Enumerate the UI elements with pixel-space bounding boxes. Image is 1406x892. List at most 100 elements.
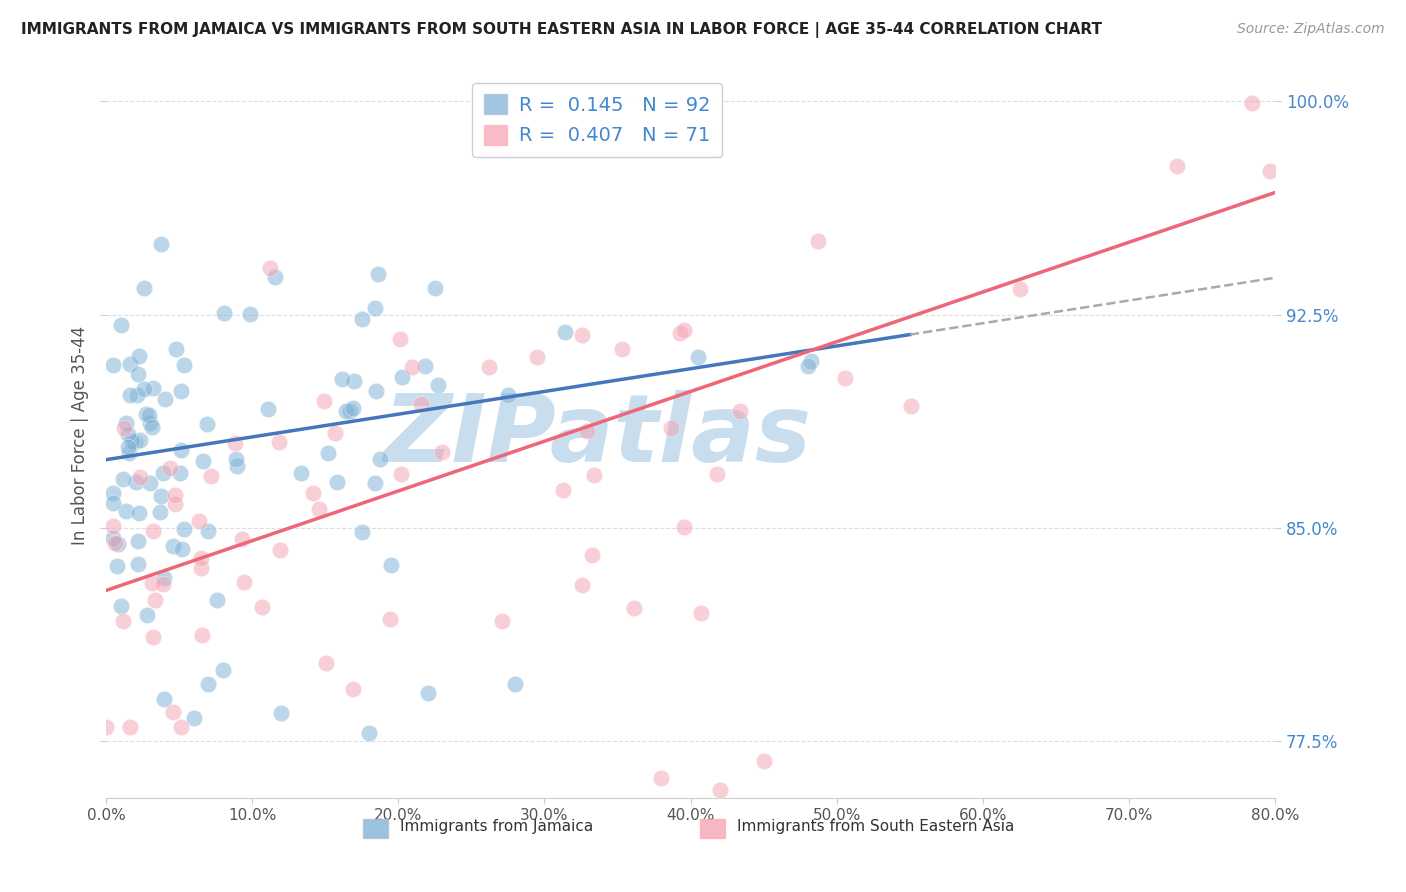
Point — [391, 370, 413, 384]
Point — [252, 599, 274, 614]
Point — [159, 461, 181, 475]
Point — [152, 466, 174, 480]
Point — [225, 458, 247, 473]
Point — [127, 388, 149, 402]
Point — [571, 328, 593, 343]
Point — [117, 427, 139, 442]
Point — [709, 782, 731, 797]
Point — [135, 407, 157, 421]
Point — [150, 489, 173, 503]
Point — [316, 446, 339, 460]
Point — [183, 711, 205, 725]
Point — [162, 705, 184, 719]
Point — [363, 476, 385, 491]
Point — [104, 535, 127, 549]
Point — [165, 342, 187, 356]
Point — [190, 560, 212, 574]
Point — [659, 421, 682, 435]
Point — [103, 358, 125, 372]
Point — [259, 261, 281, 276]
Point — [290, 466, 312, 480]
Point — [330, 372, 353, 386]
Point — [610, 342, 633, 356]
Point — [141, 420, 163, 434]
Point — [103, 485, 125, 500]
Point — [686, 350, 709, 364]
Text: Immigrants from Jamaica: Immigrants from Jamaica — [399, 819, 593, 834]
Point — [263, 270, 285, 285]
Point — [128, 349, 150, 363]
Point — [315, 656, 337, 670]
Point — [834, 371, 856, 385]
Point — [169, 466, 191, 480]
Point — [197, 677, 219, 691]
Point — [416, 686, 439, 700]
Point — [706, 467, 728, 481]
Point — [690, 606, 713, 620]
Point — [170, 442, 193, 457]
Point — [430, 444, 453, 458]
Point — [114, 504, 136, 518]
Point — [491, 615, 513, 629]
Point — [162, 539, 184, 553]
Point — [139, 416, 162, 430]
Point — [103, 519, 125, 533]
Point — [150, 237, 173, 252]
Point — [152, 576, 174, 591]
Point — [163, 497, 186, 511]
Point — [669, 326, 692, 340]
Point — [94, 720, 117, 734]
Point — [302, 486, 325, 500]
Point — [797, 359, 820, 373]
Y-axis label: In Labor Force | Age 35-44: In Labor Force | Age 35-44 — [72, 326, 89, 545]
Point — [127, 367, 149, 381]
Text: IMMIGRANTS FROM JAMAICA VS IMMIGRANTS FROM SOUTH EASTERN ASIA IN LABOR FORCE | A: IMMIGRANTS FROM JAMAICA VS IMMIGRANTS FR… — [21, 22, 1102, 38]
Point — [232, 575, 254, 590]
Point — [673, 520, 696, 534]
Point — [187, 515, 209, 529]
Point — [127, 557, 149, 571]
Point — [124, 435, 146, 450]
Text: Source: ZipAtlas.com: Source: ZipAtlas.com — [1237, 22, 1385, 37]
Point — [368, 452, 391, 467]
Point — [138, 409, 160, 423]
Point — [139, 475, 162, 490]
Point — [172, 541, 194, 556]
Point — [673, 323, 696, 337]
Point — [197, 524, 219, 539]
Point — [323, 426, 346, 441]
Point — [1166, 159, 1188, 173]
Point — [103, 830, 125, 845]
Point — [342, 401, 364, 415]
Point — [153, 571, 176, 585]
Point — [115, 416, 138, 430]
Point — [193, 454, 215, 468]
Point — [1258, 164, 1281, 178]
Point — [326, 475, 349, 489]
Point — [267, 435, 290, 450]
Point — [1010, 282, 1032, 296]
Point — [380, 558, 402, 572]
Point — [752, 754, 775, 768]
Point — [224, 436, 246, 450]
Point — [308, 501, 330, 516]
Point — [526, 350, 548, 364]
Point — [352, 525, 374, 540]
Text: Immigrants from South Eastern Asia: Immigrants from South Eastern Asia — [737, 819, 1014, 834]
Point — [367, 267, 389, 281]
Point — [170, 720, 193, 734]
Point — [117, 440, 139, 454]
Point — [339, 404, 361, 418]
Point — [389, 467, 412, 482]
Point — [312, 393, 335, 408]
Point — [426, 378, 449, 392]
Point — [477, 360, 499, 375]
Point — [366, 384, 388, 398]
Point — [118, 446, 141, 460]
Point — [190, 551, 212, 566]
Point — [364, 301, 387, 315]
Point — [142, 524, 165, 538]
Text: ZIPatlas: ZIPatlas — [382, 390, 811, 482]
Point — [401, 360, 423, 375]
Point — [103, 495, 125, 509]
